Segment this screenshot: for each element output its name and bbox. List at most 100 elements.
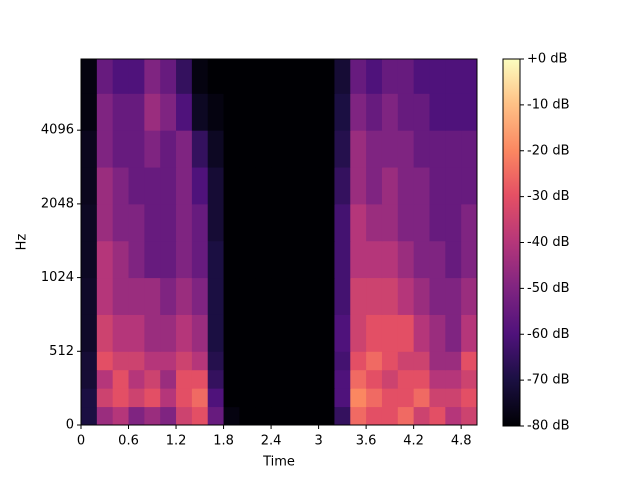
- heatmap-cell: [81, 59, 98, 94]
- heatmap-cell: [255, 93, 272, 131]
- heatmap-cell: [350, 406, 367, 426]
- heatmap-cell: [429, 240, 446, 279]
- heatmap-cell: [239, 277, 256, 315]
- heatmap-cell: [112, 59, 130, 94]
- heatmap-cell: [334, 369, 351, 389]
- heatmap-cell: [81, 406, 98, 426]
- heatmap-cell: [334, 314, 351, 352]
- heatmap-cell: [286, 314, 304, 352]
- heatmap-cell: [350, 59, 367, 94]
- heatmap-cell: [176, 406, 193, 426]
- heatmap-cell: [286, 167, 304, 205]
- heatmap-cell: [318, 59, 335, 94]
- heatmap-cell: [96, 240, 114, 279]
- heatmap-cell: [286, 240, 304, 279]
- heatmap-cell: [176, 351, 193, 371]
- heatmap-cell: [381, 203, 399, 242]
- heatmap-cell: [207, 93, 225, 131]
- heatmap-cell: [160, 314, 177, 352]
- heatmap-cell: [350, 388, 367, 408]
- heatmap-cell: [144, 314, 161, 352]
- heatmap-cell: [302, 93, 320, 131]
- heatmap-cell: [144, 203, 161, 242]
- heatmap-cell: [112, 203, 130, 242]
- heatmap-cell: [461, 277, 478, 315]
- heatmap-cell: [286, 93, 304, 131]
- x-tick-label: 1.8: [213, 434, 234, 449]
- heatmap-cell: [271, 314, 288, 352]
- heatmap-cell: [112, 388, 130, 408]
- heatmap-cell: [81, 388, 98, 408]
- heatmap-cell: [144, 406, 161, 426]
- heatmap-cell: [334, 203, 351, 242]
- heatmap-cell: [160, 130, 177, 168]
- heatmap-cell: [445, 351, 462, 371]
- heatmap-cell: [286, 388, 304, 408]
- heatmap-cell: [429, 277, 446, 315]
- heatmap-cell: [461, 167, 478, 205]
- heatmap-cell: [96, 406, 114, 426]
- heatmap-cell: [397, 406, 415, 426]
- heatmap-cell: [381, 167, 399, 205]
- y-axis-label: Hz: [15, 234, 30, 251]
- heatmap-cell: [191, 59, 209, 94]
- heatmap-cell: [176, 93, 193, 131]
- heatmap-cell: [350, 369, 367, 389]
- y-tick-label: 0: [66, 418, 74, 433]
- heatmap-cell: [255, 240, 272, 279]
- heatmap-cell: [302, 351, 320, 371]
- heatmap-cell: [286, 369, 304, 389]
- heatmap-cell: [271, 277, 288, 315]
- colorbar-tick-label: -30 dB: [527, 189, 570, 204]
- heatmap-cell: [223, 240, 240, 279]
- heatmap-cell: [445, 369, 462, 389]
- heatmap-cell: [96, 351, 114, 371]
- heatmap-cell: [96, 167, 114, 205]
- y-tick-label: 2048: [41, 196, 74, 211]
- heatmap-cell: [96, 130, 114, 168]
- heatmap-cell: [144, 277, 161, 315]
- heatmap-cell: [381, 59, 399, 94]
- heatmap-cell: [81, 203, 98, 242]
- heatmap-cell: [191, 314, 209, 352]
- heatmap-cell: [429, 203, 446, 242]
- heatmap-cell: [128, 93, 145, 131]
- heatmap-cell: [334, 277, 351, 315]
- heatmap-cell: [191, 130, 209, 168]
- heatmap-cell: [207, 351, 225, 371]
- heatmap-cell: [318, 203, 335, 242]
- colorbar: [502, 58, 521, 427]
- heatmap-cell: [271, 406, 288, 426]
- heatmap-cell: [429, 130, 446, 168]
- heatmap-cell: [144, 388, 161, 408]
- heatmap-cell: [160, 388, 177, 408]
- heatmap-cell: [271, 93, 288, 131]
- heatmap-cell: [176, 388, 193, 408]
- heatmap-cell: [207, 406, 225, 426]
- heatmap-cell: [81, 351, 98, 371]
- heatmap-cell: [160, 59, 177, 94]
- heatmap-cell: [144, 130, 161, 168]
- heatmap-cell: [302, 388, 320, 408]
- heatmap-cell: [381, 277, 399, 315]
- heatmap-cell: [397, 369, 415, 389]
- heatmap-cell: [112, 406, 130, 426]
- heatmap-cell: [191, 277, 209, 315]
- heatmap-cell: [429, 167, 446, 205]
- heatmap-cell: [397, 59, 415, 94]
- heatmap-cell: [318, 240, 335, 279]
- heatmap-cell: [413, 369, 430, 389]
- heatmap-cell: [96, 93, 114, 131]
- heatmap-cell: [207, 167, 225, 205]
- heatmap-cell: [112, 130, 130, 168]
- heatmap-cell: [350, 167, 367, 205]
- heatmap-cell: [334, 167, 351, 205]
- heatmap-cell: [191, 351, 209, 371]
- x-tick-label: 2.4: [261, 434, 282, 449]
- heatmap-cell: [413, 314, 430, 352]
- heatmap-cell: [207, 277, 225, 315]
- heatmap-cell: [128, 240, 145, 279]
- heatmap-cell: [318, 314, 335, 352]
- heatmap-cell: [255, 130, 272, 168]
